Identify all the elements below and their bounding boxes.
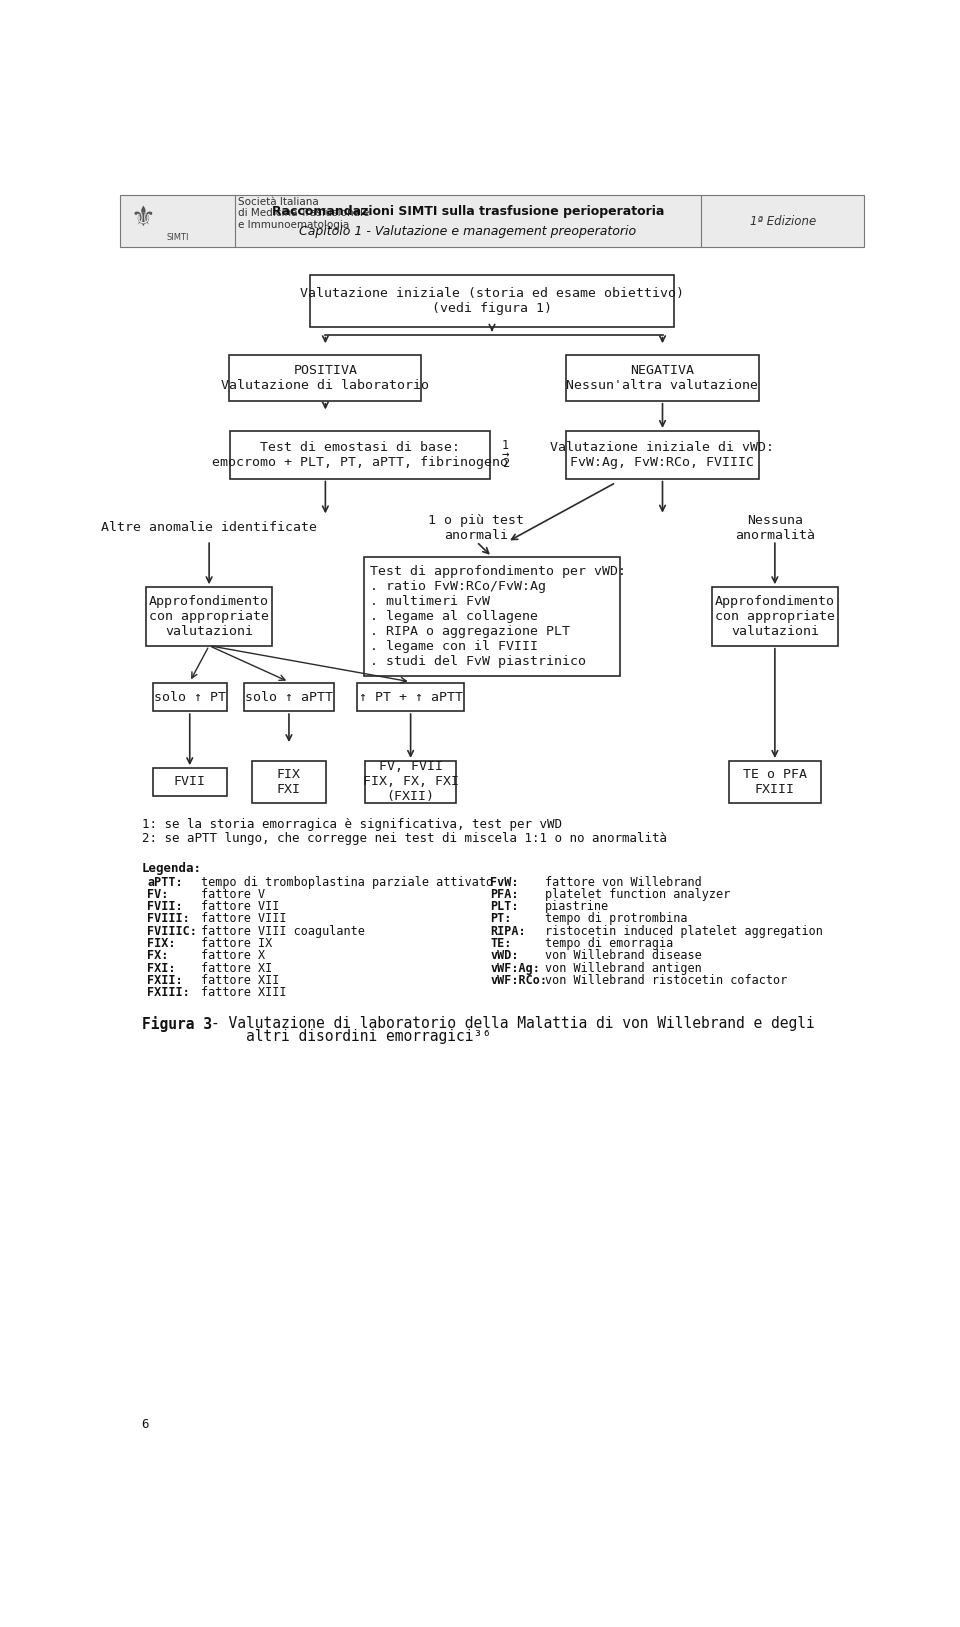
- Text: →: →: [502, 447, 510, 460]
- FancyBboxPatch shape: [357, 683, 464, 711]
- Text: POSITIVA
Valutazione di laboratorio: POSITIVA Valutazione di laboratorio: [222, 364, 429, 392]
- Text: FV, FVII
FIX, FX, FXI
(FXII): FV, FVII FIX, FX, FXI (FXII): [363, 760, 459, 804]
- Text: fattore V: fattore V: [202, 888, 266, 901]
- Text: von Willebrand disease: von Willebrand disease: [544, 950, 702, 963]
- Text: 6: 6: [142, 1419, 149, 1432]
- FancyBboxPatch shape: [229, 355, 421, 400]
- Text: fattore VIII coagulante: fattore VIII coagulante: [202, 924, 365, 937]
- Text: vWF:RCo:: vWF:RCo:: [491, 975, 547, 988]
- Text: vWD:: vWD:: [491, 950, 519, 963]
- Text: TE o PFA
FXIII: TE o PFA FXIII: [743, 768, 806, 796]
- FancyBboxPatch shape: [153, 683, 227, 711]
- FancyBboxPatch shape: [252, 761, 326, 804]
- FancyBboxPatch shape: [153, 768, 227, 796]
- Text: Nessuna
anormalità: Nessuna anormalità: [734, 514, 815, 542]
- Text: Approfondimento
con appropriate
valutazioni: Approfondimento con appropriate valutazi…: [149, 595, 269, 638]
- Text: piastrine: piastrine: [544, 900, 609, 913]
- Text: PT:: PT:: [491, 913, 512, 926]
- Text: FXIII:: FXIII:: [147, 986, 190, 999]
- Text: Raccomandazioni SIMTI sulla trasfusione perioperatoria: Raccomandazioni SIMTI sulla trasfusione …: [272, 205, 664, 218]
- Text: Test di emostasi di base:
emocromo + PLT, PT, aPTT, fibrinogeno: Test di emostasi di base: emocromo + PLT…: [212, 441, 508, 469]
- Text: fattore XI: fattore XI: [202, 962, 273, 975]
- Text: TE:: TE:: [491, 937, 512, 950]
- Text: altri disordini emorragici³⁶: altri disordini emorragici³⁶: [211, 1028, 492, 1045]
- Text: fattore XIII: fattore XIII: [202, 986, 287, 999]
- Text: Valutazione iniziale (storia ed esame obiettivo)
(vedi figura 1): Valutazione iniziale (storia ed esame ob…: [300, 286, 684, 314]
- Text: ristocetin induced platelet aggregation: ristocetin induced platelet aggregation: [544, 924, 823, 937]
- Text: fattore IX: fattore IX: [202, 937, 273, 950]
- Text: FIX:: FIX:: [147, 937, 176, 950]
- Text: 1ª Edizione: 1ª Edizione: [750, 215, 816, 228]
- Text: von Willebrand ristocetin cofactor: von Willebrand ristocetin cofactor: [544, 975, 787, 988]
- Text: ↑ PT + ↑ aPTT: ↑ PT + ↑ aPTT: [359, 691, 463, 704]
- Text: FXI:: FXI:: [147, 962, 176, 975]
- FancyBboxPatch shape: [230, 431, 490, 478]
- Text: 1 o più test
anormali: 1 o più test anormali: [428, 514, 524, 542]
- FancyBboxPatch shape: [566, 431, 758, 478]
- Text: fattore X: fattore X: [202, 950, 266, 963]
- FancyBboxPatch shape: [730, 761, 821, 804]
- Text: FVIII:: FVIII:: [147, 913, 190, 926]
- FancyBboxPatch shape: [310, 275, 674, 327]
- Text: Valutazione iniziale di vWD:
FvW:Ag, FvW:RCo, FVIIIC: Valutazione iniziale di vWD: FvW:Ag, FvW…: [550, 441, 775, 469]
- Text: FVIIIC:: FVIIIC:: [147, 924, 197, 937]
- Text: von Willebrand antigen: von Willebrand antigen: [544, 962, 702, 975]
- Text: FV:: FV:: [147, 888, 169, 901]
- FancyBboxPatch shape: [712, 587, 838, 646]
- Text: Approfondimento
con appropriate
valutazioni: Approfondimento con appropriate valutazi…: [715, 595, 835, 638]
- Text: fattore von Willebrand: fattore von Willebrand: [544, 875, 702, 888]
- Text: solo ↑ PT: solo ↑ PT: [154, 691, 226, 704]
- Text: Figura 3: Figura 3: [142, 1015, 212, 1032]
- Text: Legenda:: Legenda:: [142, 862, 202, 875]
- Text: vWF:Ag:: vWF:Ag:: [491, 962, 540, 975]
- Text: ⚜: ⚜: [131, 205, 156, 233]
- Text: 1: 1: [502, 439, 509, 452]
- FancyBboxPatch shape: [244, 683, 334, 711]
- Text: FvW:: FvW:: [491, 875, 519, 888]
- Text: fattore XII: fattore XII: [202, 975, 279, 988]
- Text: FVII: FVII: [174, 776, 205, 789]
- Text: PFA:: PFA:: [491, 888, 519, 901]
- Text: FXII:: FXII:: [147, 975, 182, 988]
- Text: Test di approfondimento per vWD:
. ratio FvW:RCo/FvW:Ag
. multimeri FvW
. legame: Test di approfondimento per vWD: . ratio…: [371, 565, 626, 669]
- Text: aPTT:: aPTT:: [147, 875, 182, 888]
- Text: Società Italiana
di Medicina Trasfusionale
e Immunoematologia: Società Italiana di Medicina Trasfusiona…: [238, 197, 370, 229]
- FancyBboxPatch shape: [566, 355, 758, 400]
- Text: tempo di emorragia: tempo di emorragia: [544, 937, 673, 950]
- Text: 2: se aPTT lungo, che corregge nei test di miscela 1:1 o no anormalità: 2: se aPTT lungo, che corregge nei test …: [142, 831, 666, 844]
- Text: SIMTI: SIMTI: [167, 233, 189, 242]
- Bar: [120, 195, 864, 247]
- Text: Altre anomalie identificate: Altre anomalie identificate: [101, 521, 317, 534]
- Text: FVII:: FVII:: [147, 900, 182, 913]
- Text: FX:: FX:: [147, 950, 169, 963]
- Text: tempo di protrombina: tempo di protrombina: [544, 913, 687, 926]
- Text: RIPA:: RIPA:: [491, 924, 526, 937]
- Text: 2: 2: [502, 457, 509, 470]
- Text: fattore VII: fattore VII: [202, 900, 279, 913]
- FancyBboxPatch shape: [364, 556, 620, 677]
- FancyBboxPatch shape: [146, 587, 272, 646]
- Text: Capitolo 1 - Valutazione e management preoperatorio: Capitolo 1 - Valutazione e management pr…: [300, 225, 636, 238]
- Text: fattore VIII: fattore VIII: [202, 913, 287, 926]
- Text: FIX
FXI: FIX FXI: [276, 768, 300, 796]
- Text: NEGATIVA
Nessun'altra valutazione: NEGATIVA Nessun'altra valutazione: [566, 364, 758, 392]
- Text: - Valutazione di laboratorio della Malattia di von Willebrand e degli: - Valutazione di laboratorio della Malat…: [211, 1015, 815, 1030]
- Text: platelet function analyzer: platelet function analyzer: [544, 888, 730, 901]
- FancyBboxPatch shape: [365, 761, 456, 804]
- Text: PLT:: PLT:: [491, 900, 519, 913]
- Text: 1: se la storia emorragica è significativa, test per vWD: 1: se la storia emorragica è significati…: [142, 818, 562, 831]
- Text: tempo di tromboplastina parziale attivato: tempo di tromboplastina parziale attivat…: [202, 875, 493, 888]
- Text: solo ↑ aPTT: solo ↑ aPTT: [245, 691, 333, 704]
